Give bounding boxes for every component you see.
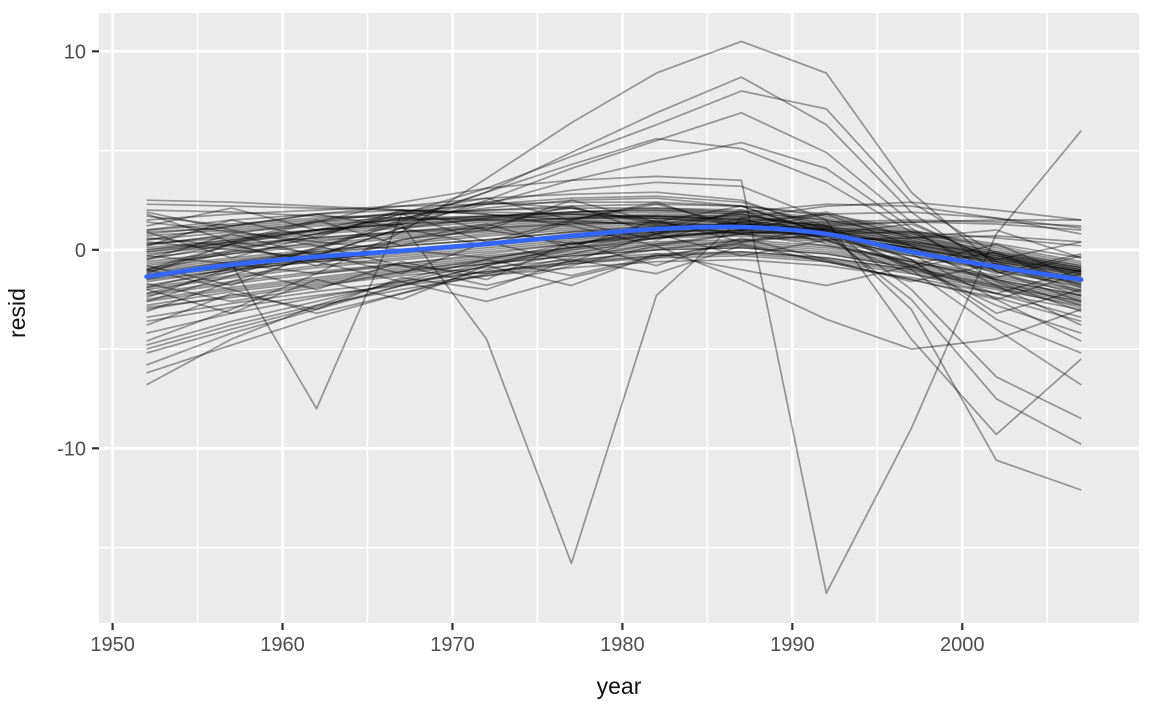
- country-residual-line: [146, 211, 1082, 346]
- x-tick-label: 1990: [770, 634, 815, 656]
- country-residual-line: [146, 211, 1082, 287]
- country-residual-line: [146, 221, 1082, 342]
- country-residual-line: [146, 250, 1082, 309]
- country-residual-line: [146, 137, 1082, 303]
- country-residual-line: [146, 201, 1082, 267]
- x-tick-label: 1950: [90, 634, 135, 656]
- country-residual-line: [146, 199, 1082, 261]
- country-residual-line: [146, 252, 1082, 335]
- country-residual-line: [146, 223, 1082, 275]
- country-residual-line: [146, 241, 1082, 297]
- country-residual-line: [146, 40, 1082, 342]
- country-residual-line: [146, 201, 1082, 410]
- country-residual-line: [146, 203, 1082, 354]
- country-residual-line: [146, 223, 1082, 319]
- country-residual-line: [146, 221, 1082, 273]
- country-residual-line: [146, 227, 1082, 315]
- plot-panel: [99, 13, 1139, 623]
- country-residual-line: [146, 213, 1082, 315]
- country-residual-line: [146, 243, 1082, 323]
- country-residual-line: [146, 223, 1082, 273]
- country-residual-line: [146, 209, 1082, 267]
- country-residual-line: [146, 203, 1082, 279]
- country-residual-line: [146, 221, 1082, 289]
- x-axis-title: year: [597, 673, 642, 699]
- country-residual-line: [146, 246, 1082, 307]
- gridlines: [99, 13, 1139, 623]
- country-residual-line: [146, 90, 1082, 289]
- country-residual-line: [146, 209, 1082, 350]
- country-residual-line: [146, 197, 1082, 446]
- country-residual-line: [146, 191, 1082, 491]
- country-residual-lines: [146, 40, 1082, 595]
- y-tick-label: 10: [64, 41, 86, 63]
- smooth-trend-line-layer: [144, 224, 1084, 282]
- country-residual-line: [146, 195, 1082, 420]
- country-residual-line: [146, 201, 1082, 275]
- country-residual-line: [146, 244, 1082, 303]
- country-residual-line: [146, 244, 1082, 326]
- y-tick-label: 0: [75, 240, 86, 262]
- country-residual-line: [146, 246, 1082, 311]
- country-residual-line: [146, 197, 1082, 259]
- x-tick-label: 2000: [940, 634, 985, 656]
- country-residual-line: [146, 213, 1082, 354]
- country-residual-line: [146, 219, 1082, 386]
- smooth-trend-line: [144, 224, 1084, 282]
- country-residual-line: [146, 231, 1082, 277]
- country-residual-line: [146, 130, 1082, 595]
- country-residual-line: [146, 141, 1082, 313]
- country-residual-line: [146, 181, 1082, 436]
- country-residual-line: [146, 76, 1082, 303]
- country-residual-line: [146, 203, 1082, 265]
- axes: 1950 1960 1970 1980 1990 2000 10 0 -10: [57, 41, 984, 656]
- country-residual-line: [146, 219, 1082, 374]
- country-residual-line: [146, 258, 1082, 323]
- country-residual-line: [146, 239, 1082, 295]
- x-tick-label: 1980: [600, 634, 645, 656]
- country-residual-line: [146, 215, 1082, 269]
- country-residual-line: [146, 221, 1082, 366]
- country-residual-line: [146, 201, 1082, 565]
- y-axis-title: resid: [4, 288, 30, 338]
- country-residual-line: [146, 250, 1082, 350]
- country-residual-line: [146, 254, 1082, 319]
- country-residual-line: [146, 209, 1082, 275]
- country-residual-line: [146, 209, 1082, 386]
- country-residual-line: [146, 207, 1082, 273]
- country-residual-line: [146, 235, 1082, 291]
- country-residual-line: [146, 205, 1082, 281]
- country-residual-line: [146, 237, 1082, 299]
- country-residual-line: [146, 199, 1082, 297]
- country-residual-line: [146, 219, 1082, 273]
- country-residual-line: [146, 215, 1082, 273]
- y-tick-label: -10: [57, 438, 86, 460]
- country-residual-line: [146, 243, 1082, 301]
- x-tick-label: 1970: [430, 634, 475, 656]
- country-residual-line: [146, 252, 1082, 335]
- country-residual-line: [146, 207, 1082, 269]
- country-residual-line: [146, 211, 1082, 271]
- country-residual-line: [146, 217, 1082, 271]
- panel-background: [99, 13, 1139, 623]
- country-residual-line: [146, 207, 1082, 271]
- country-residual-line: [146, 221, 1082, 275]
- x-tick-label: 1960: [260, 634, 305, 656]
